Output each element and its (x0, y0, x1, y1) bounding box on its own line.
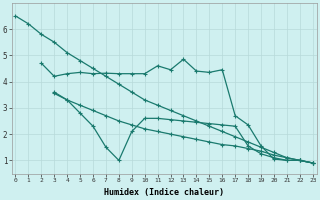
X-axis label: Humidex (Indice chaleur): Humidex (Indice chaleur) (104, 188, 224, 197)
